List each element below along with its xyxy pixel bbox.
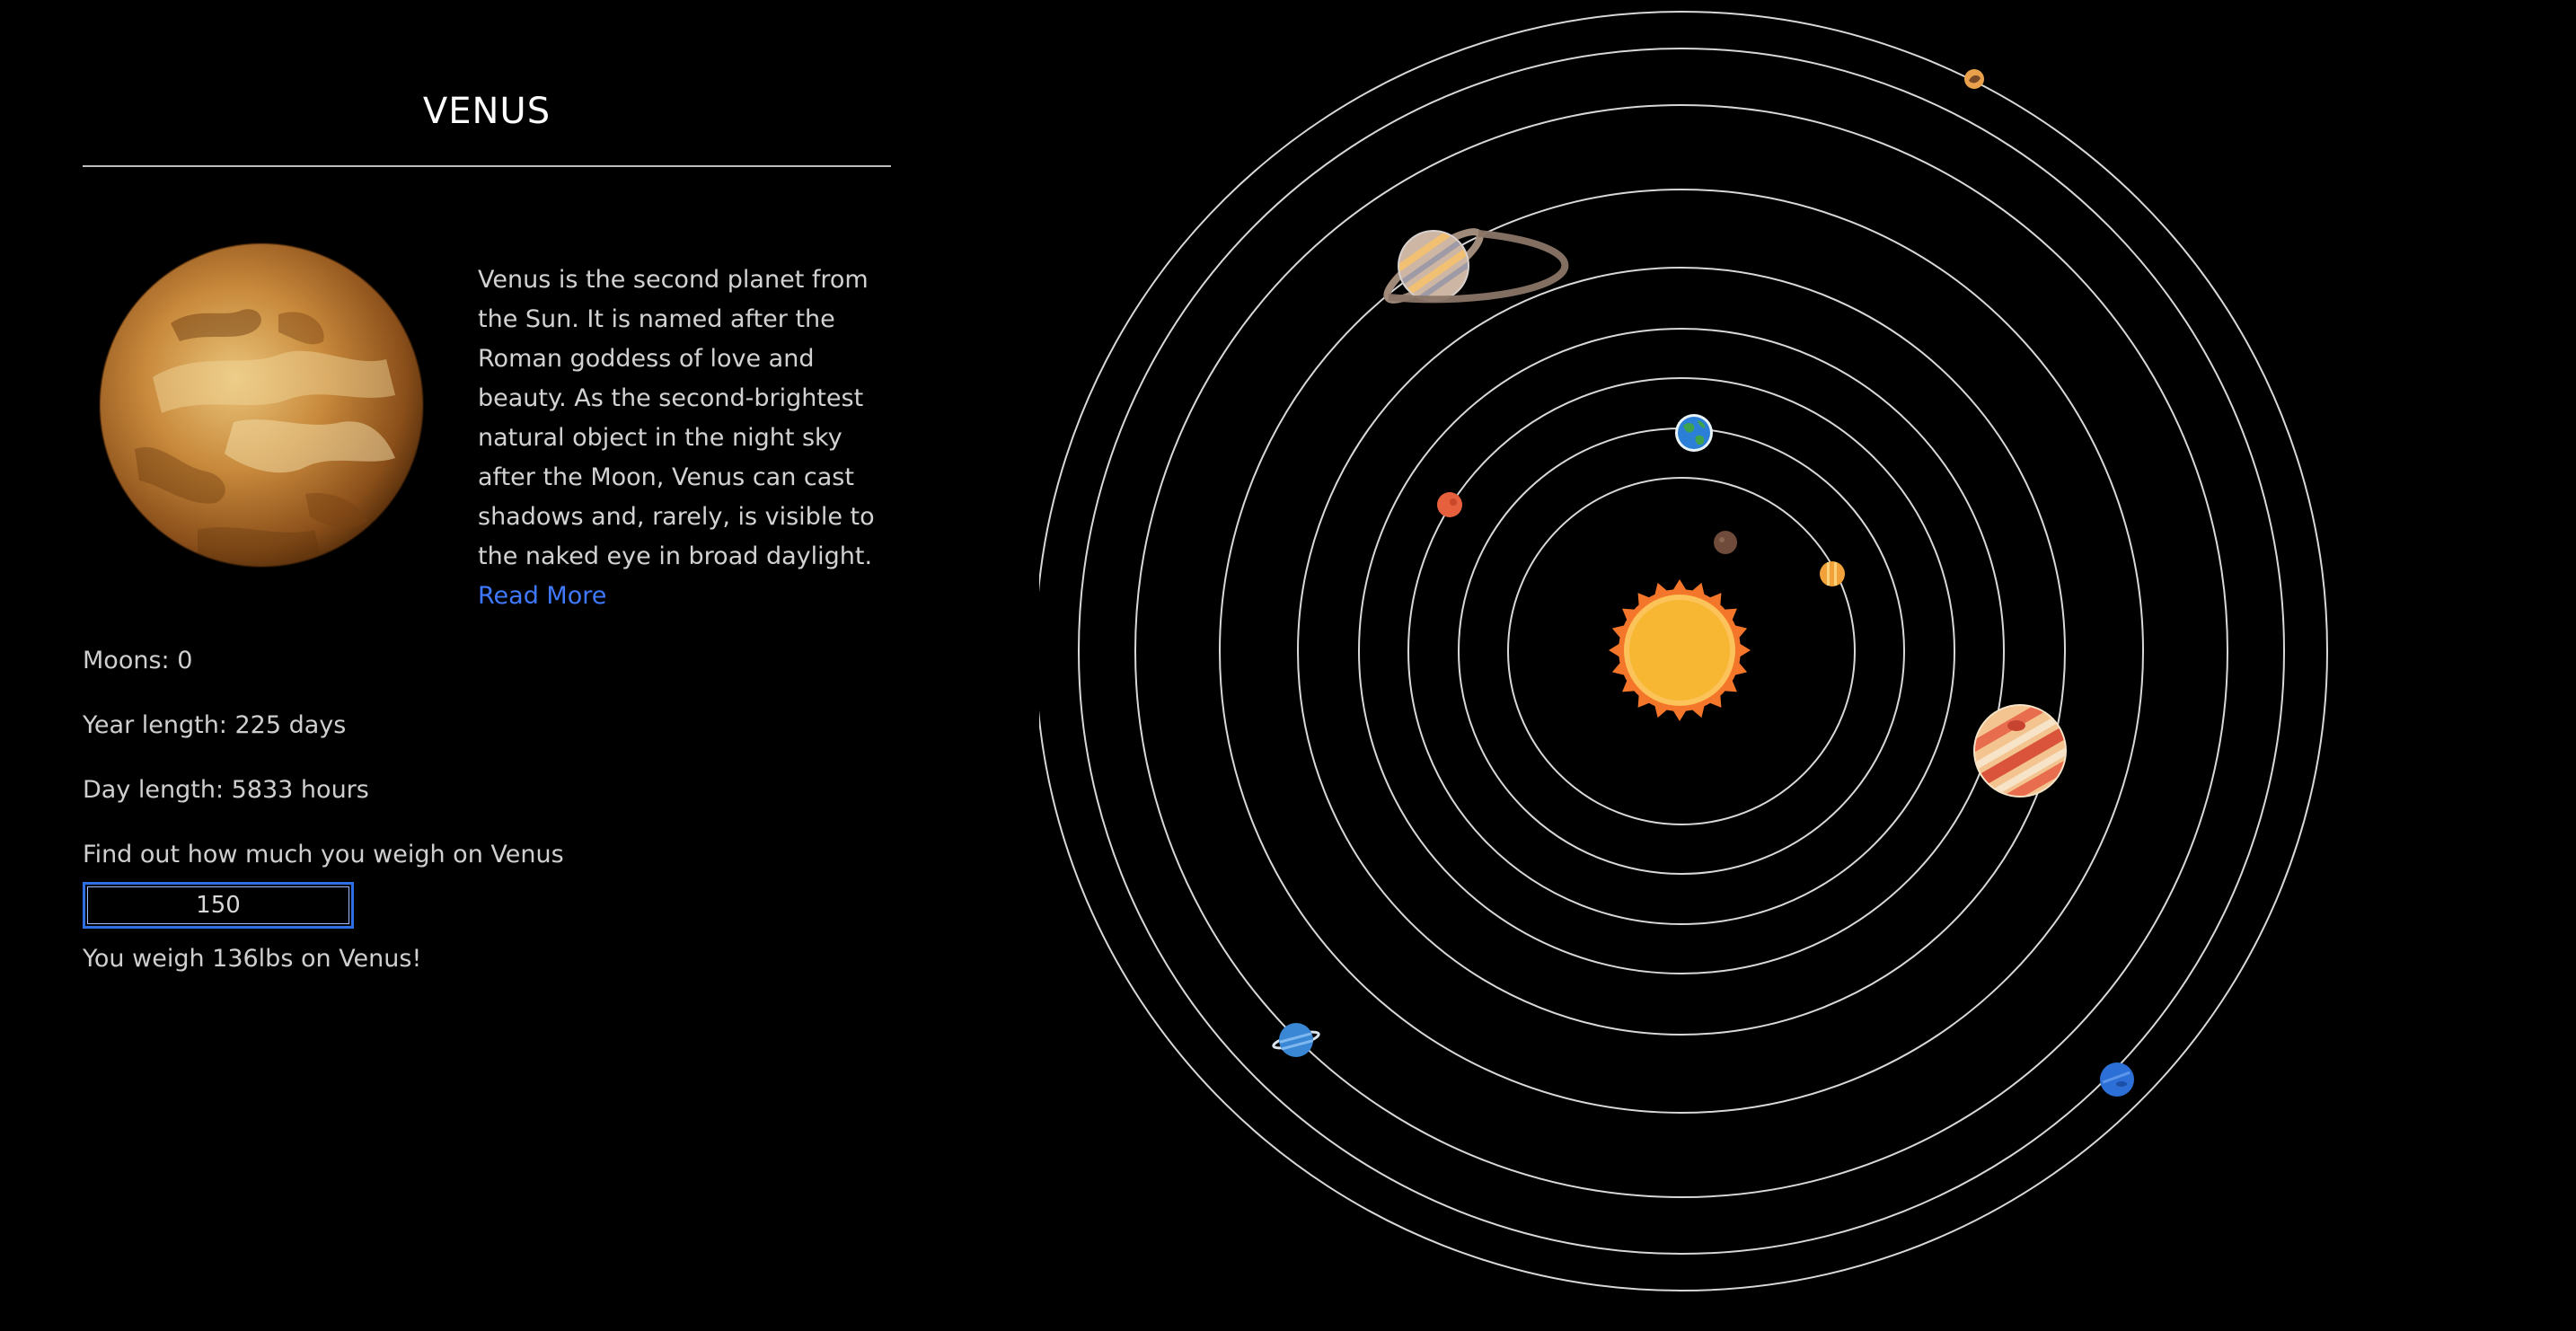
planet-info-panel: VENUS Venus is the second planet from th… — [83, 0, 891, 1331]
planet-description: Venus is the second planet from the Sun.… — [478, 266, 875, 570]
page-title: VENUS — [422, 91, 551, 132]
jupiter-icon[interactable] — [1949, 692, 2095, 818]
uranus-icon[interactable] — [1272, 1023, 1320, 1057]
weight-input[interactable] — [83, 882, 354, 929]
orbit-pluto — [1039, 11, 2328, 1291]
pluto-icon[interactable] — [1964, 69, 1984, 89]
read-more-link[interactable]: Read More — [478, 582, 607, 610]
year-length-stat: Year length: 225 days — [83, 711, 347, 739]
weight-result: You weigh 136lbs on Venus! — [83, 945, 422, 973]
mars-icon[interactable] — [1437, 492, 1462, 517]
weigh-prompt: Find out how much you weigh on Venus — [83, 841, 564, 868]
venus-image — [99, 242, 424, 568]
solar-system — [1039, 11, 2328, 1291]
moons-stat: Moons: 0 — [83, 647, 193, 674]
title-divider — [83, 165, 891, 167]
orbit-neptune — [1078, 48, 2285, 1255]
venus-icon[interactable] — [1820, 561, 1845, 586]
orbit-mars — [1358, 328, 2005, 974]
orbits — [1039, 11, 2328, 1291]
earth-icon[interactable] — [1675, 414, 1713, 452]
orbit-uranus — [1134, 104, 2228, 1198]
orbit-mercury — [1507, 477, 1856, 825]
day-length-stat: Day length: 5833 hours — [83, 776, 369, 804]
orbit-jupiter — [1297, 267, 2066, 1036]
sun-icon[interactable] — [1609, 579, 1751, 721]
orbit-earth — [1407, 377, 1955, 925]
neptune-icon[interactable] — [2100, 1062, 2134, 1097]
orbit-saturn — [1219, 189, 2144, 1114]
mercury-icon[interactable] — [1714, 531, 1737, 554]
saturn-icon[interactable] — [1377, 217, 1569, 314]
